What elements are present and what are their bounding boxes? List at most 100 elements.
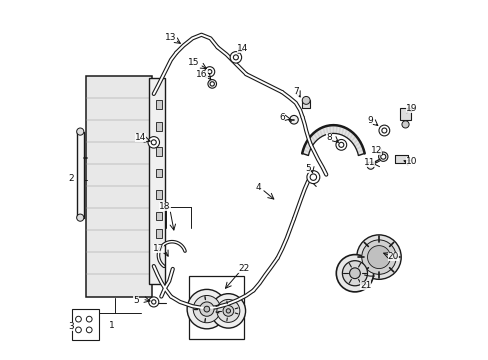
Text: 17: 17 bbox=[152, 244, 164, 253]
Text: 2: 2 bbox=[69, 174, 74, 183]
Text: 4: 4 bbox=[255, 183, 261, 192]
Circle shape bbox=[151, 140, 156, 145]
Polygon shape bbox=[356, 146, 363, 152]
Bar bbox=[85, 76, 152, 297]
Bar bbox=[155, 122, 162, 131]
Text: 13: 13 bbox=[165, 33, 176, 42]
Text: 14: 14 bbox=[135, 133, 146, 142]
Text: 1: 1 bbox=[109, 321, 115, 330]
Circle shape bbox=[204, 67, 214, 77]
Circle shape bbox=[151, 300, 156, 304]
Text: 12: 12 bbox=[370, 146, 382, 155]
Circle shape bbox=[86, 327, 92, 333]
Polygon shape bbox=[310, 133, 317, 142]
Bar bbox=[394, 155, 407, 163]
Circle shape bbox=[378, 152, 387, 161]
Circle shape bbox=[76, 327, 81, 333]
Polygon shape bbox=[304, 142, 311, 149]
Circle shape bbox=[193, 296, 220, 323]
Bar bbox=[155, 168, 162, 177]
Polygon shape bbox=[302, 149, 308, 156]
Polygon shape bbox=[338, 126, 343, 135]
Circle shape bbox=[306, 171, 319, 184]
Text: 16: 16 bbox=[196, 70, 207, 79]
Circle shape bbox=[361, 240, 395, 274]
Circle shape bbox=[211, 294, 245, 328]
Polygon shape bbox=[348, 133, 355, 142]
Polygon shape bbox=[354, 142, 362, 149]
Circle shape bbox=[381, 128, 386, 133]
Circle shape bbox=[86, 316, 92, 322]
Circle shape bbox=[223, 306, 233, 316]
Bar bbox=[301, 100, 310, 108]
Text: 14: 14 bbox=[237, 44, 248, 53]
Bar bbox=[188, 276, 244, 338]
Circle shape bbox=[338, 142, 343, 147]
Circle shape bbox=[366, 162, 373, 169]
Text: 3: 3 bbox=[69, 322, 74, 331]
Circle shape bbox=[187, 289, 226, 329]
Circle shape bbox=[230, 51, 241, 63]
Polygon shape bbox=[353, 139, 360, 147]
Polygon shape bbox=[319, 127, 325, 136]
Polygon shape bbox=[333, 125, 336, 134]
Bar bbox=[155, 229, 162, 238]
Circle shape bbox=[380, 154, 385, 159]
Circle shape bbox=[77, 128, 83, 135]
Circle shape bbox=[233, 55, 238, 60]
Polygon shape bbox=[313, 131, 319, 140]
Bar bbox=[72, 309, 99, 339]
Circle shape bbox=[203, 306, 209, 312]
Text: 5: 5 bbox=[133, 296, 139, 305]
Circle shape bbox=[76, 316, 81, 322]
Polygon shape bbox=[308, 136, 315, 144]
Circle shape bbox=[207, 69, 211, 74]
Text: 21: 21 bbox=[359, 281, 371, 290]
Circle shape bbox=[148, 136, 159, 148]
Bar bbox=[149, 78, 164, 284]
Bar bbox=[155, 190, 162, 199]
Text: 18: 18 bbox=[159, 202, 170, 211]
Circle shape bbox=[217, 300, 239, 322]
Text: 15: 15 bbox=[187, 58, 199, 67]
Polygon shape bbox=[322, 126, 327, 135]
Polygon shape bbox=[336, 125, 340, 134]
Circle shape bbox=[356, 235, 400, 279]
Polygon shape bbox=[344, 129, 349, 138]
Bar bbox=[155, 147, 162, 156]
Text: 11: 11 bbox=[363, 158, 374, 167]
Circle shape bbox=[367, 246, 389, 269]
Text: 19: 19 bbox=[405, 104, 416, 113]
Text: 5: 5 bbox=[305, 164, 310, 173]
Bar bbox=[155, 100, 162, 109]
Circle shape bbox=[77, 214, 83, 221]
Circle shape bbox=[309, 174, 316, 180]
Polygon shape bbox=[303, 146, 310, 152]
Text: 20: 20 bbox=[387, 252, 398, 261]
Bar bbox=[77, 132, 83, 218]
Text: 22: 22 bbox=[238, 265, 249, 274]
Polygon shape bbox=[306, 139, 313, 147]
Text: 10: 10 bbox=[405, 157, 416, 166]
Circle shape bbox=[207, 80, 216, 88]
Text: 8: 8 bbox=[325, 133, 331, 142]
Circle shape bbox=[302, 96, 309, 104]
Polygon shape bbox=[341, 127, 346, 136]
Polygon shape bbox=[351, 136, 358, 144]
Circle shape bbox=[342, 261, 367, 286]
Circle shape bbox=[349, 268, 360, 279]
Polygon shape bbox=[316, 129, 322, 138]
Text: 7: 7 bbox=[293, 86, 299, 95]
Text: 9: 9 bbox=[366, 116, 372, 125]
Circle shape bbox=[401, 121, 408, 128]
Circle shape bbox=[199, 302, 214, 316]
Polygon shape bbox=[346, 131, 352, 140]
Circle shape bbox=[336, 255, 373, 292]
Polygon shape bbox=[357, 149, 364, 156]
Polygon shape bbox=[325, 125, 330, 134]
Circle shape bbox=[148, 297, 159, 307]
Bar bbox=[400, 108, 410, 120]
Text: 6: 6 bbox=[279, 113, 285, 122]
Circle shape bbox=[289, 116, 298, 124]
Circle shape bbox=[335, 139, 346, 150]
